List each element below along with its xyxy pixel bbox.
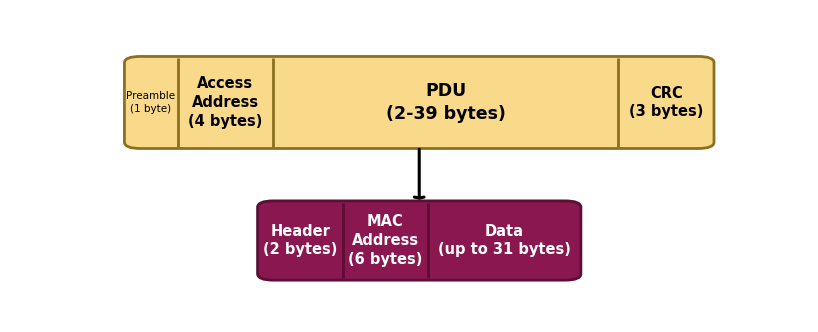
Text: Data
(up to 31 bytes): Data (up to 31 bytes) bbox=[438, 224, 571, 257]
Text: Preamble
(1 byte): Preamble (1 byte) bbox=[127, 91, 176, 114]
FancyBboxPatch shape bbox=[258, 201, 581, 280]
Text: MAC
Address
(6 bytes): MAC Address (6 bytes) bbox=[348, 214, 422, 267]
Text: PDU
(2-39 bytes): PDU (2-39 bytes) bbox=[386, 82, 506, 123]
Text: Access
Address
(4 bytes): Access Address (4 bytes) bbox=[188, 76, 263, 128]
Text: CRC
(3 bytes): CRC (3 bytes) bbox=[629, 86, 703, 119]
Text: Header
(2 bytes): Header (2 bytes) bbox=[263, 224, 337, 257]
FancyBboxPatch shape bbox=[124, 56, 714, 148]
